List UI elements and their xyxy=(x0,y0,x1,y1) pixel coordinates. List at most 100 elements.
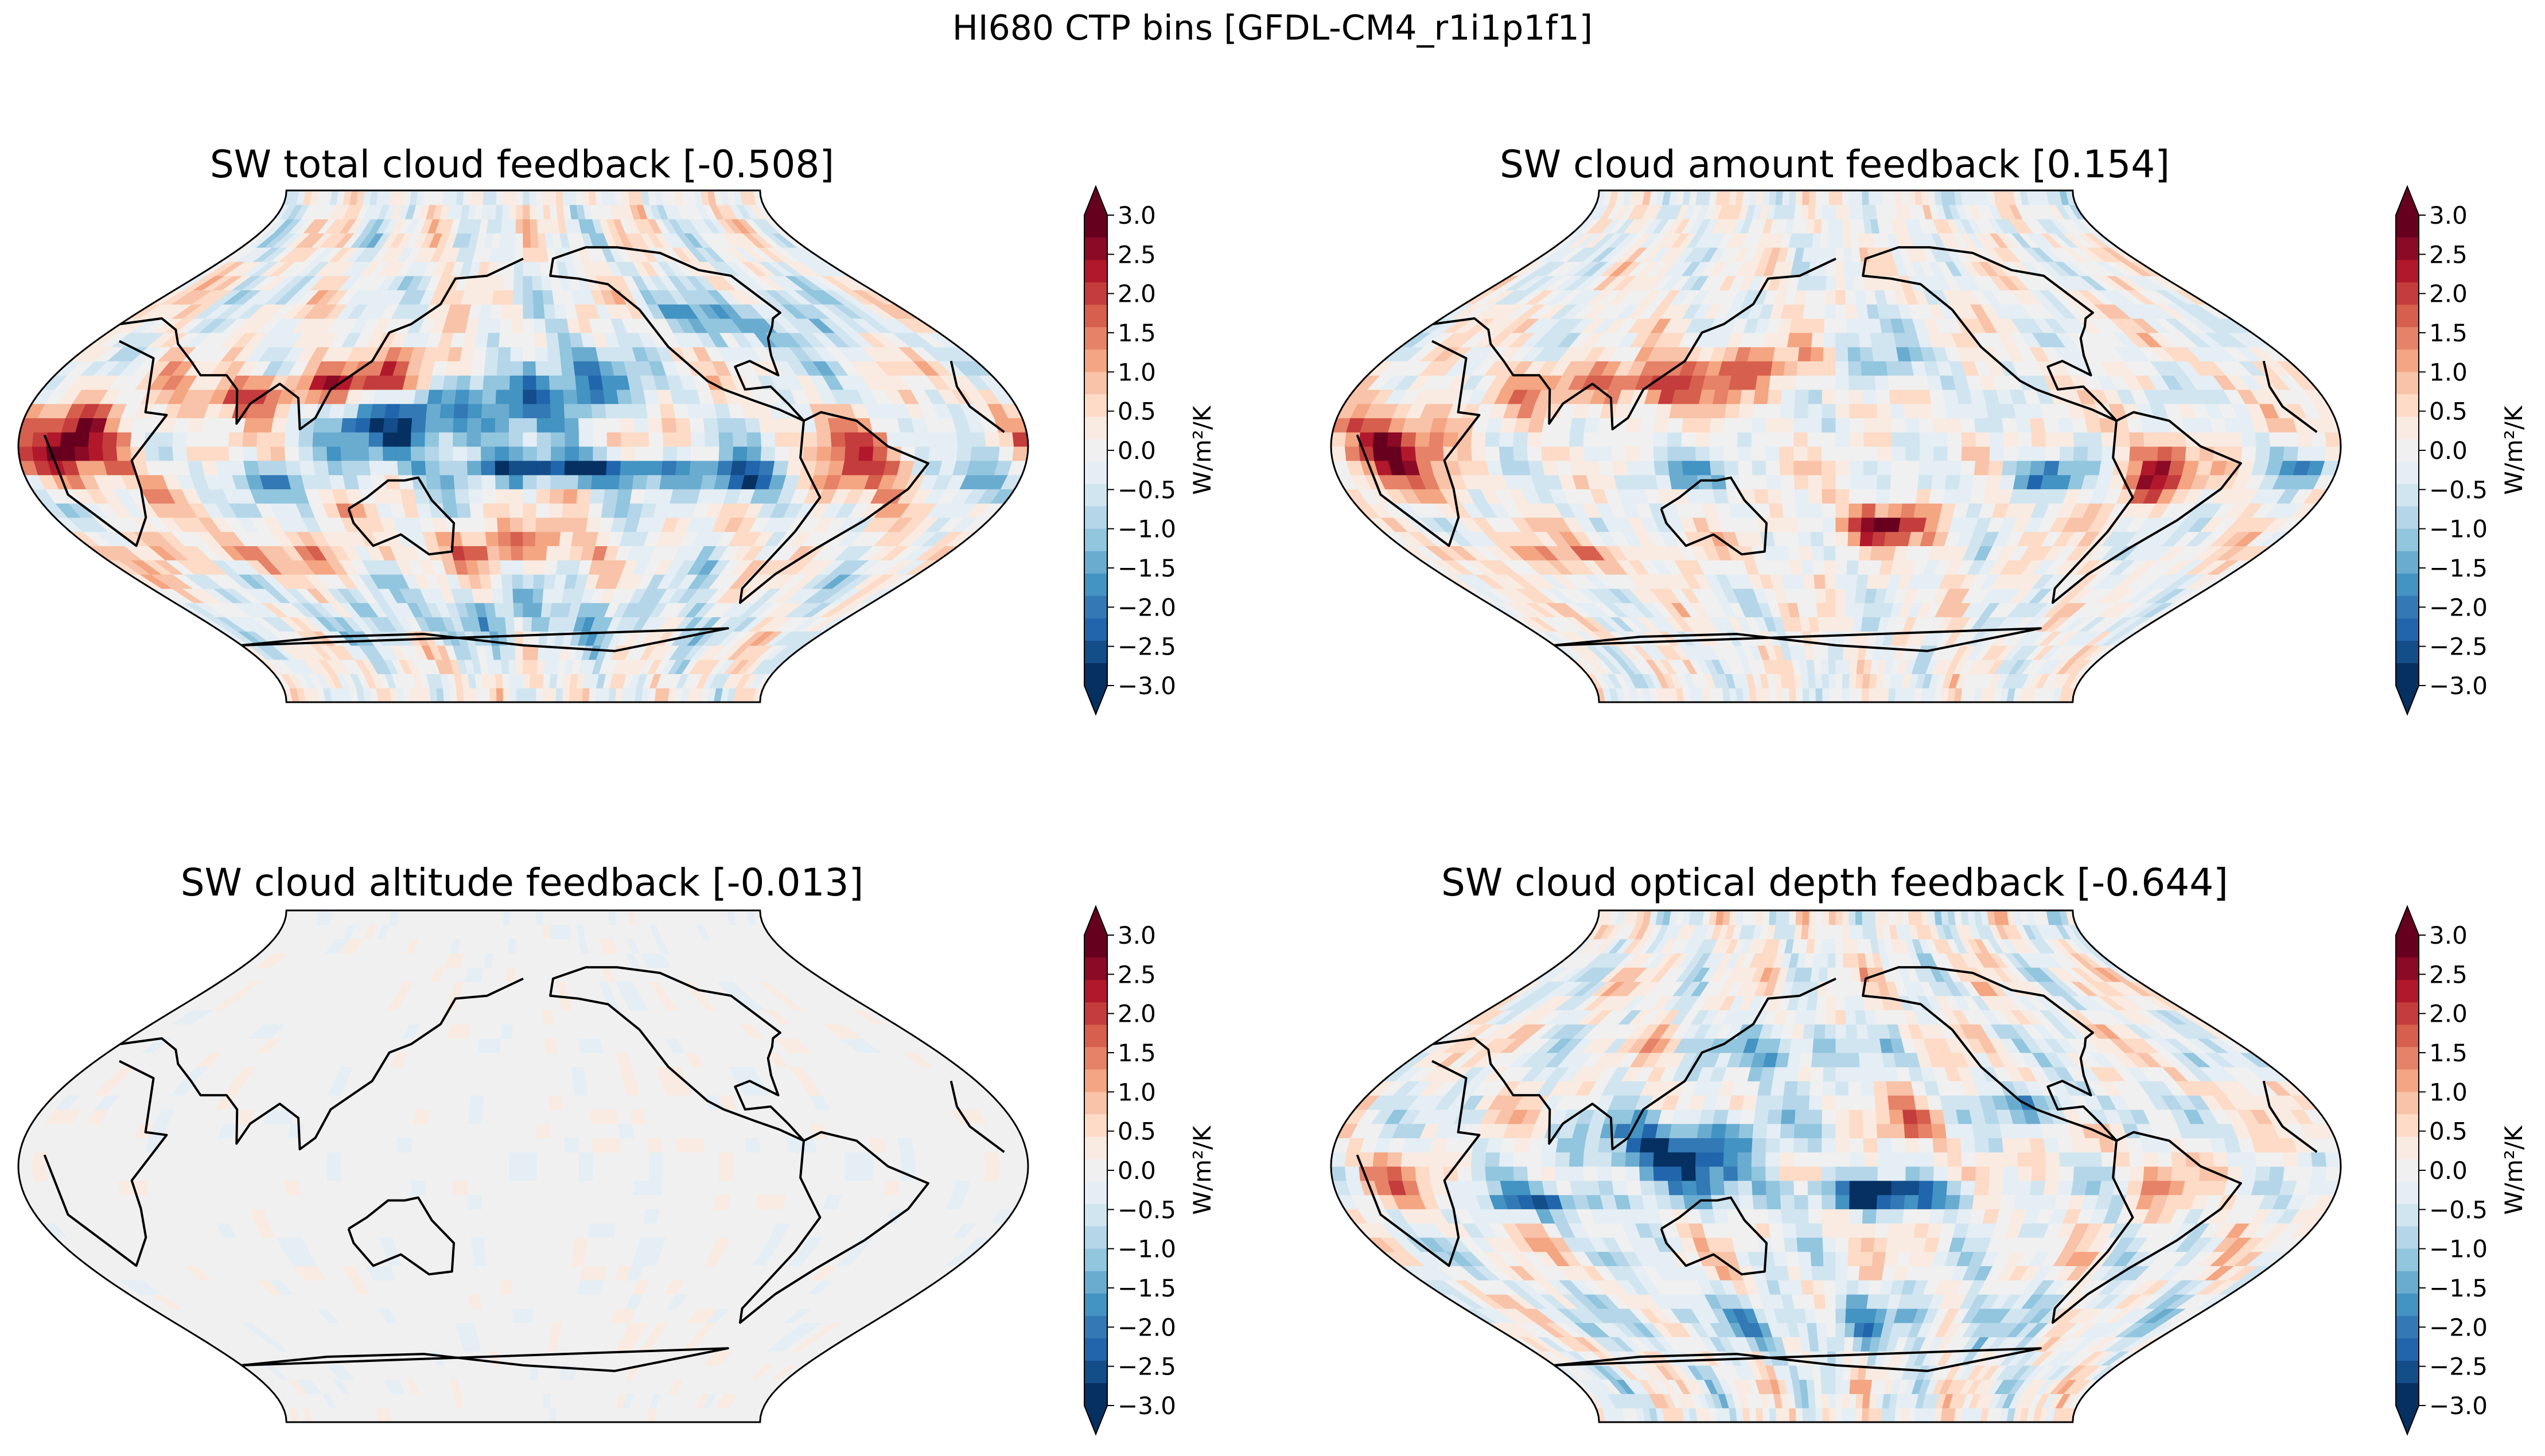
colorbar-tick-label: 0.5 xyxy=(1118,1118,1156,1146)
colorbar-extend-max xyxy=(1084,906,1107,935)
colorbar-panel-2: 3.0 2.5 2.0 1.5 1.0 0.5 0.0 −0.5 −1.0 −1.5 −2.0 −2.… xyxy=(2395,185,2528,716)
colorbar-segment xyxy=(1084,305,1107,328)
feedback-field xyxy=(18,190,1028,702)
colorbar-segment xyxy=(1084,1248,1107,1272)
feedback-field xyxy=(1331,190,2341,702)
colorbar-tick-label: 0.5 xyxy=(1118,398,1156,426)
colorbar-tick-label: 1.5 xyxy=(1118,1039,1156,1067)
colorbar-segment xyxy=(2396,980,2419,1003)
colorbar-tick-label: −0.5 xyxy=(1118,1196,1176,1224)
colorbar-segment xyxy=(1084,573,1107,597)
colorbar-segment xyxy=(1084,327,1107,351)
colorbar-segment xyxy=(2396,282,2419,305)
colorbar-segment xyxy=(2396,238,2419,260)
colorbar-segment xyxy=(1084,640,1107,664)
colorbar-segment xyxy=(2396,327,2419,351)
colorbar-unit-label: W/m²/K xyxy=(2500,405,2528,495)
colorbar-segment xyxy=(1084,1136,1107,1160)
colorbar-tick-label: −0.5 xyxy=(1118,476,1176,504)
colorbar-panel-3: 3.0 2.5 2.0 1.5 1.0 0.5 0.0 −0.5 −1.0 −1.5 −2.0 −2.… xyxy=(1084,905,1216,1436)
colorbar-tick-label: 2.5 xyxy=(2429,960,2468,988)
colorbar-segment xyxy=(1084,484,1107,507)
colorbar-segment xyxy=(1084,260,1107,283)
colorbar-segment xyxy=(1084,618,1107,641)
colorbar-tick-label: 1.0 xyxy=(2429,1078,2468,1106)
colorbar-tick-label: 2.5 xyxy=(1118,240,1156,268)
colorbar-extend-min xyxy=(1084,1406,1107,1434)
map-panel-3 xyxy=(17,909,1029,1423)
colorbar-extend-max xyxy=(2396,906,2419,935)
colorbar-tick-label: −1.0 xyxy=(1118,1235,1176,1263)
colorbar-tick-label: 2.0 xyxy=(2429,1000,2468,1028)
colorbar-segment xyxy=(1084,506,1107,530)
colorbar-segment xyxy=(2396,1271,2419,1294)
colorbar-tick-label: −2.5 xyxy=(2429,1353,2488,1381)
colorbar-tick-label: 2.5 xyxy=(2429,240,2468,268)
colorbar-segment xyxy=(2396,506,2419,530)
panel-2-title: SW cloud amount feedback [0.154] xyxy=(1499,142,2170,186)
colorbar-segment xyxy=(2396,1025,2419,1048)
colorbar-tick-label: 0.0 xyxy=(1118,437,1156,465)
colorbar-segment xyxy=(2396,260,2419,283)
colorbar-segment xyxy=(1084,238,1107,260)
map-boundary xyxy=(17,189,1029,703)
colorbar-segment xyxy=(2396,1181,2419,1205)
colorbar-segment xyxy=(1084,416,1107,440)
colorbar-segment xyxy=(2396,461,2419,485)
colorbar-tick-label: 1.5 xyxy=(1118,319,1156,347)
colorbar-segment xyxy=(1084,1025,1107,1048)
colorbar-tick-label: −2.5 xyxy=(1118,633,1176,661)
colorbar-segment xyxy=(2396,1360,2419,1384)
colorbar-tick-label: 2.0 xyxy=(2429,280,2468,308)
colorbar-tick-label: −2.0 xyxy=(1118,593,1176,621)
colorbar-extend-min xyxy=(1084,686,1107,714)
feedback-field xyxy=(18,910,1028,1422)
colorbar-segment xyxy=(2396,416,2419,440)
colorbar-segment xyxy=(1084,1181,1107,1205)
colorbar-segment xyxy=(2396,595,2419,619)
colorbar-segment xyxy=(2396,1338,2419,1361)
feedback-field xyxy=(1331,910,2341,1422)
colorbar-tick-label: 3.0 xyxy=(2429,201,2468,229)
colorbar-segment xyxy=(2396,957,2419,980)
colorbar-segment xyxy=(1084,935,1107,958)
colorbar-panel-4: 3.0 2.5 2.0 1.5 1.0 0.5 0.0 −0.5 −1.0 −1.5 −2.0 −2.… xyxy=(2395,905,2528,1436)
colorbar-tick-label: 1.5 xyxy=(2429,1039,2468,1067)
colorbar-extend-min xyxy=(2396,686,2419,714)
map-boundary xyxy=(1330,909,2342,1423)
colorbar-segment xyxy=(1084,1315,1107,1339)
colorbar-extend-max xyxy=(2396,186,2419,215)
colorbar-segment xyxy=(1084,215,1107,238)
colorbar-segment xyxy=(2396,663,2419,686)
colorbar-tick-label: −3.0 xyxy=(1118,672,1176,700)
colorbar-segment xyxy=(1084,663,1107,686)
panel-1-title: SW total cloud feedback [-0.508] xyxy=(209,142,835,186)
colorbar-segment xyxy=(1084,439,1107,462)
colorbar-tick-label: −1.5 xyxy=(2429,554,2488,582)
colorbar-tick-label: 1.0 xyxy=(1118,358,1156,386)
colorbar-segment xyxy=(2396,935,2419,958)
colorbar-tick-label: −3.0 xyxy=(2429,1392,2488,1420)
figure-suptitle: HI680 CTP bins [GFDL-CM4_r1i1p1f1] xyxy=(952,8,1593,48)
colorbar-segment xyxy=(2396,484,2419,507)
colorbar-segment xyxy=(1084,461,1107,485)
colorbar-segment xyxy=(1084,1114,1107,1138)
coastlines xyxy=(1356,966,2318,1372)
colorbar-tick-label: −1.5 xyxy=(2429,1274,2488,1302)
colorbar-segment xyxy=(2396,1226,2419,1249)
colorbar-tick-label: −2.0 xyxy=(1118,1313,1176,1341)
colorbar-segment xyxy=(2396,305,2419,328)
colorbar-extend-max xyxy=(1084,186,1107,215)
colorbar-segment xyxy=(1084,1360,1107,1384)
colorbar-segment xyxy=(2396,1204,2419,1227)
colorbar-segment xyxy=(2396,394,2419,418)
colorbar-segment xyxy=(1084,1338,1107,1361)
colorbar-tick-label: 1.0 xyxy=(1118,1078,1156,1106)
colorbar-tick-label: 1.0 xyxy=(2429,358,2468,386)
colorbar-segment xyxy=(2396,1114,2419,1138)
colorbar-panel-1: 3.0 2.5 2.0 1.5 1.0 0.5 0.0 −0.5 −1.0 −1.5 −2.0 −2.… xyxy=(1084,185,1216,716)
colorbar-extend-min xyxy=(2396,1406,2419,1434)
colorbar-tick-label: −2.5 xyxy=(1118,1353,1176,1381)
colorbar-tick-label: 0.0 xyxy=(1118,1157,1156,1185)
colorbar-unit-label: W/m²/K xyxy=(2500,1125,2528,1215)
